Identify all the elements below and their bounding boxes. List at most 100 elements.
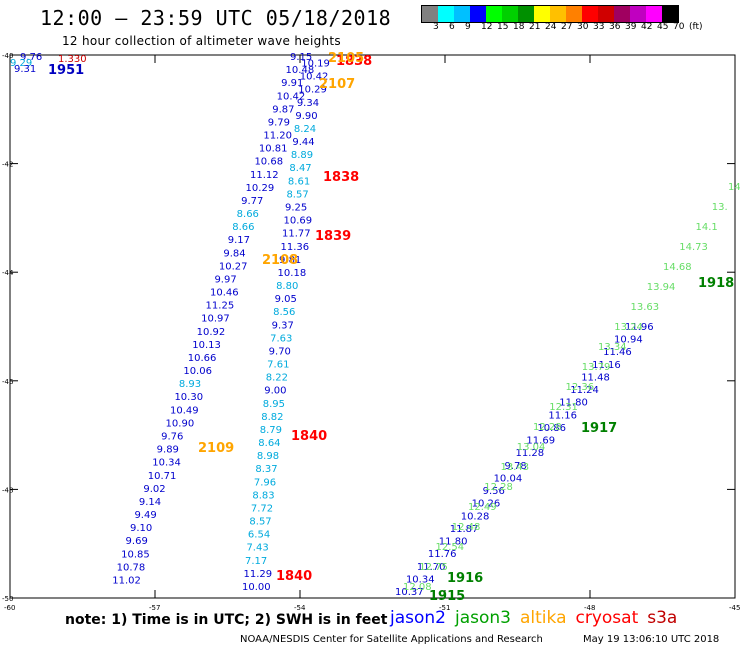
legend-swatch — [422, 6, 438, 22]
swh-value: 9.14 — [139, 497, 161, 508]
credit-line: NOAA/NESDIS Center for Satellite Applica… — [240, 634, 543, 645]
swh-value: 9.44 — [292, 137, 314, 148]
legend-label: 3 — [433, 22, 439, 32]
swh-value: 9.69 — [126, 536, 148, 547]
swh-value: 12.28 — [484, 482, 513, 493]
lon-tick-label: -57 — [149, 604, 160, 612]
swh-value: 10.78 — [117, 562, 146, 573]
satellite-name: altika — [520, 608, 567, 628]
swh-value: 7.61 — [267, 360, 289, 371]
pass-label-layer: 1838 2107 1838 1839 2108 1840 2109 1840 1916 1915… — [48, 51, 734, 604]
swh-value: 7.63 — [270, 333, 292, 344]
legend-swatch — [566, 6, 582, 22]
pass-time-label: 2108 — [262, 253, 298, 268]
swh-value: 10.48 — [286, 65, 315, 76]
satellite-name: s3a — [647, 608, 678, 628]
lat-tick-label: -42 — [2, 161, 13, 169]
swh-value: 6.54 — [248, 530, 270, 541]
generation-timestamp: May 19 13:06:10 UTC 2018 — [583, 634, 720, 645]
swh-value: 11.16 — [548, 410, 577, 421]
swh-value: 10.28 — [461, 511, 490, 522]
swh-value: 11.76 — [428, 549, 457, 560]
map-frame — [9, 54, 736, 599]
swh-value: 7.72 — [251, 503, 273, 514]
pass-time-label: 1918 — [698, 276, 734, 291]
satellite-name: cryosat — [575, 608, 639, 628]
swh-value: 9.00 — [264, 386, 286, 397]
swh-value: 14.1 — [728, 182, 740, 193]
legend-label: 45 — [657, 22, 669, 32]
swh-value: 10.00 — [242, 582, 271, 593]
swh-value: 13.43 — [501, 462, 530, 473]
swh-value: 8.80 — [276, 281, 298, 292]
swh-value: 9.29 — [10, 58, 32, 69]
swh-value: 11.96 — [625, 322, 654, 333]
legend-swatch — [534, 6, 550, 22]
swh-value: 11.24 — [570, 385, 599, 396]
legend-label: 24 — [545, 22, 557, 32]
swh-value: 9.56 — [483, 486, 505, 497]
legend-swatch — [502, 6, 518, 22]
pass-time-label: 1838 — [336, 54, 372, 69]
legend-swatch — [454, 6, 470, 22]
swh-value: 8.57 — [286, 189, 308, 200]
pass-time-label: 1916 — [447, 571, 483, 586]
swh-value: 11.25 — [206, 301, 235, 312]
swh-value: 10.06 — [183, 366, 212, 377]
legend-label: 15 — [497, 22, 509, 32]
pass-time-label: 1951 — [48, 63, 84, 78]
swh-value: 12.36 — [566, 382, 595, 393]
map-axes: -40 -42 -44 -46 -48 -50-60 -57 -54 -51 -48 -45 — [2, 52, 740, 612]
swh-value: 8.57 — [249, 517, 271, 528]
legend-label: 6 — [449, 22, 455, 32]
swh-value: 8.93 — [179, 379, 201, 390]
swh-value: 10.29 — [246, 183, 275, 194]
legend-swatch — [630, 6, 646, 22]
swh-value: 9.05 — [275, 294, 297, 305]
pass-time-label: 1917 — [581, 421, 617, 436]
swh-value: 11.80 — [439, 537, 468, 548]
swh-value: 8.98 — [257, 451, 279, 462]
swh-value: 9.31 — [14, 64, 36, 75]
lat-tick-label: -40 — [2, 52, 13, 60]
legend-label: 70 — [673, 22, 685, 32]
swh-value: 9.10 — [130, 523, 152, 534]
swh-value: 10.94 — [614, 335, 643, 346]
swh-value: 11.48 — [581, 372, 610, 383]
swh-value: 8.79 — [260, 425, 282, 436]
swh-value: 8.82 — [261, 412, 283, 423]
pass-time-label: 2109 — [198, 441, 234, 456]
satellite-name: jason2 — [390, 608, 446, 628]
pass-time-label: 1839 — [315, 229, 351, 244]
swh-value: 13.24 — [614, 322, 643, 333]
swh-value: 11.20 — [263, 131, 292, 142]
swh-value: 11.69 — [526, 436, 555, 447]
legend-swatch — [518, 6, 534, 22]
swh-value: 12.28 — [533, 422, 562, 433]
swh-value: 11.80 — [559, 398, 588, 409]
swh-value: 11.02 — [112, 575, 141, 586]
legend-swatch — [582, 6, 598, 22]
pass-time-label: 1915 — [429, 589, 465, 604]
legend-swatch — [470, 6, 486, 22]
legend-swatch — [550, 6, 566, 22]
pass-time-label: 1840 — [276, 569, 312, 584]
swh-value: 13.94 — [647, 282, 676, 293]
legend-label: 42 — [641, 22, 653, 32]
swh-value: 10.68 — [254, 157, 283, 168]
swh-value: 12.48 — [452, 522, 481, 533]
swh-value: 7.96 — [254, 477, 276, 488]
swh-value: 9.17 — [228, 235, 250, 246]
swh-value: 9.76 — [161, 432, 183, 443]
swh-value: 9.15 — [290, 52, 312, 63]
map-subtitle: 12 hour collection of altimeter wave hei… — [62, 34, 341, 48]
swh-value: 10.34 — [406, 574, 435, 585]
legend-label: 12 — [481, 22, 493, 32]
swh-value: 11.29 — [243, 569, 272, 580]
swh-value: 10.27 — [219, 261, 248, 272]
swh-value: 8.89 — [291, 150, 313, 161]
swh-value: 8.66 — [232, 222, 254, 233]
footer-note: note: 1) Time is in UTC; 2) SWH is in fe… — [65, 612, 388, 628]
swh-value: 9.70 — [269, 346, 291, 357]
